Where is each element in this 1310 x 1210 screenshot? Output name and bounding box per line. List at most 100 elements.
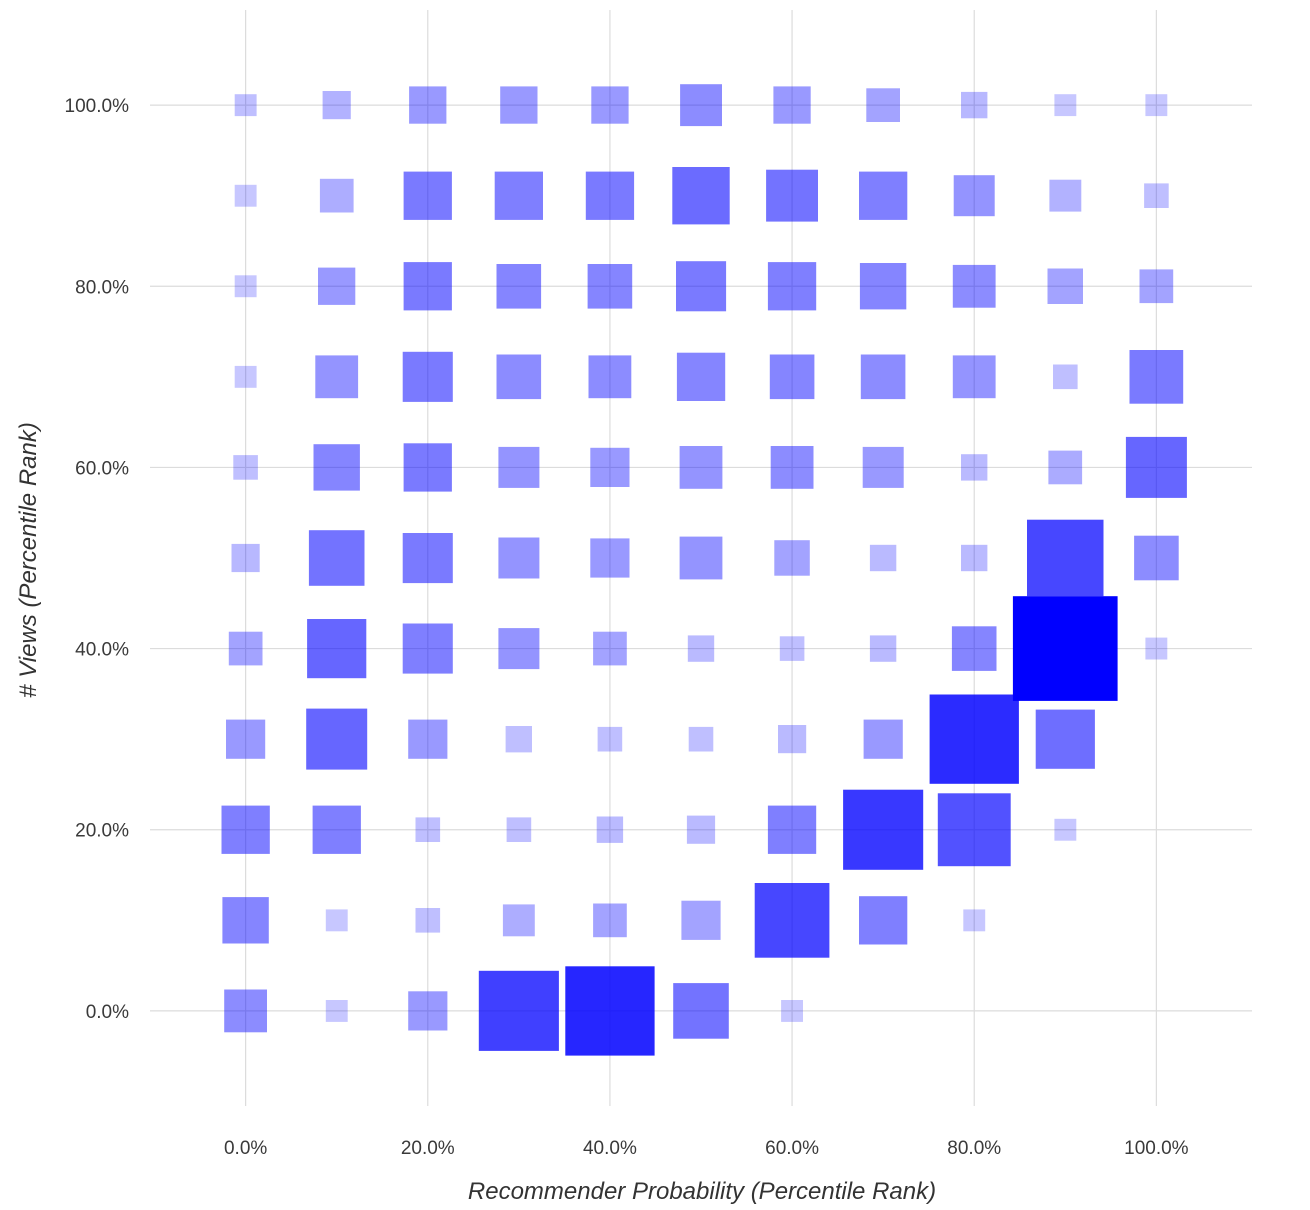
heatmap-cell: [767, 805, 817, 854]
heatmap-cell: [688, 726, 714, 752]
heatmap-cell: [866, 88, 900, 122]
x-tick-label: 80.0%: [947, 1138, 1001, 1159]
heatmap-cell: [843, 789, 924, 870]
heatmap-cell: [686, 815, 716, 844]
heatmap-cell: [778, 725, 807, 754]
heatmap-cell: [1049, 179, 1082, 212]
heatmap-cell: [1129, 350, 1184, 404]
heatmap-cell: [226, 719, 266, 759]
heatmap-cell: [681, 900, 721, 940]
heatmap-cell: [863, 719, 903, 759]
heatmap-cell: [859, 896, 908, 945]
heatmap-cell: [565, 966, 655, 1056]
heatmap-cell: [1054, 94, 1077, 117]
heatmap-cell: [961, 454, 988, 481]
heatmap-cell: [500, 86, 538, 124]
heatmap-cell: [869, 635, 897, 662]
heatmap-cell: [1047, 268, 1083, 304]
heatmap-cell: [860, 354, 906, 400]
heatmap-cell: [498, 446, 540, 488]
heatmap-cell: [769, 354, 815, 400]
heatmap-cell: [403, 262, 452, 311]
heatmap-cell: [496, 354, 542, 400]
heatmap-cell: [318, 267, 356, 305]
heatmap-cell: [862, 446, 904, 488]
heatmap-cell: [228, 631, 263, 666]
heatmap-cell: [402, 533, 453, 584]
heatmap-cell: [779, 636, 805, 661]
x-axis-title: Recommender Probability (Percentile Rank…: [468, 1178, 936, 1205]
heatmap-cell: [408, 991, 448, 1031]
heatmap-cell: [773, 86, 811, 124]
heatmap-cell: [306, 708, 368, 770]
heatmap-cell: [963, 909, 986, 932]
heatmap-cell: [1125, 436, 1187, 498]
heatmap-cell: [1053, 364, 1078, 390]
heatmap-cell: [224, 989, 267, 1033]
y-tick-label: 20.0%: [75, 821, 129, 842]
heatmap-cell: [673, 983, 729, 1039]
heatmap-cell: [1012, 596, 1118, 701]
heatmap-cell: [506, 817, 532, 842]
heatmap-cell: [951, 626, 997, 671]
heatmap-cell: [222, 897, 269, 944]
heatmap-cell: [231, 543, 260, 573]
heatmap-cell: [315, 355, 359, 399]
heatmap-cell: [308, 530, 365, 586]
heatmap-cell: [781, 1000, 803, 1022]
heatmap-cell: [590, 538, 630, 578]
cell-markers: [221, 84, 1187, 1056]
heatmap-cell: [770, 446, 814, 489]
heatmap-cell: [498, 537, 540, 579]
heatmap-cell: [1139, 269, 1174, 304]
heatmap-cell: [593, 903, 627, 938]
heatmap-cell: [1027, 519, 1104, 597]
heatmap-cell: [415, 817, 441, 842]
heatmap-cell: [319, 178, 354, 213]
heatmap-cell: [498, 628, 540, 670]
heatmap-cell: [585, 171, 635, 220]
heatmap-cell: [403, 171, 452, 220]
heatmap-cell: [409, 86, 447, 124]
heatmap-cell: [859, 171, 908, 220]
heatmap-cell: [221, 805, 270, 854]
y-tick-label: 40.0%: [75, 640, 129, 661]
heatmap-cell: [961, 91, 988, 119]
heatmap-cell: [234, 184, 257, 207]
heatmap-cell: [596, 816, 624, 843]
heatmap-cell: [679, 446, 723, 489]
heatmap-cell: [403, 443, 452, 492]
y-axis-title: # Views (Percentile Rank): [15, 422, 42, 698]
heatmap-cell: [325, 1000, 348, 1022]
heatmap-cell: [952, 264, 996, 308]
heatmap-cell: [680, 84, 722, 127]
heatmap-cell: [869, 544, 897, 572]
heatmap-cell: [1035, 709, 1095, 769]
heatmap-cell: [679, 536, 723, 580]
y-tick-label: 60.0%: [75, 458, 129, 479]
x-tick-label: 60.0%: [765, 1138, 819, 1159]
x-tick-label: 20.0%: [401, 1138, 455, 1159]
heatmap-cell: [676, 261, 727, 312]
heatmap-cell: [415, 908, 441, 933]
y-tick-label: 80.0%: [75, 277, 129, 298]
heatmap-cell: [859, 263, 907, 310]
x-tick-label: 100.0%: [1124, 1138, 1189, 1159]
heatmap-cell: [1145, 94, 1168, 117]
y-tick-label: 100.0%: [65, 96, 130, 117]
heatmap-cell: [687, 635, 715, 662]
heatmap-cell: [1054, 818, 1077, 841]
heatmap-cell: [233, 455, 258, 480]
heatmap-cell: [929, 694, 1019, 784]
heatmap-cell: [961, 544, 988, 572]
heatmap-cell: [234, 275, 257, 298]
y-axis-ticks: 0.0% 20.0% 40.0% 60.0% 80.0% 100.0%: [65, 96, 130, 1023]
heatmap-cell: [591, 86, 629, 124]
heatmap-cell: [312, 805, 361, 854]
heatmap-cell: [1048, 450, 1083, 485]
heatmap-cell: [593, 631, 627, 666]
heatmap-cell: [1134, 535, 1179, 581]
heatmap-cell: [937, 793, 1011, 867]
heatmap-cell: [953, 175, 995, 217]
